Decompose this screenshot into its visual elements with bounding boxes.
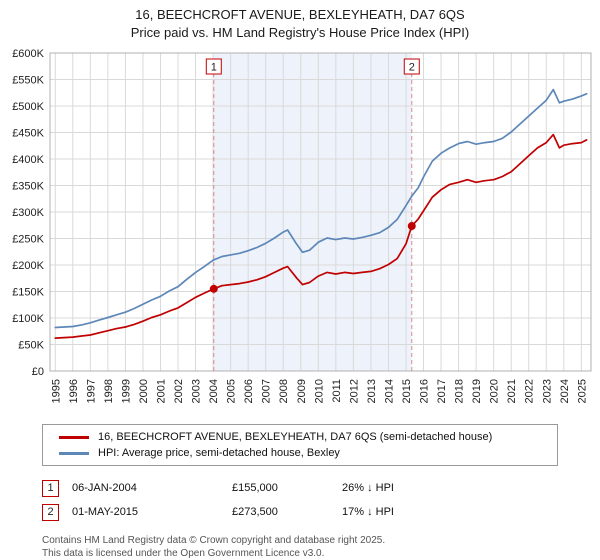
sale-1-marker: 1	[42, 479, 59, 497]
svg-text:£500K: £500K	[12, 101, 44, 113]
svg-text:£100K: £100K	[12, 313, 44, 325]
svg-text:2013: 2013	[366, 379, 378, 403]
legend-item-property: 16, BEECHCROFT AVENUE, BEXLEYHEATH, DA7 …	[51, 429, 549, 445]
legend-label-hpi: HPI: Average price, semi-detached house,…	[98, 447, 340, 460]
svg-text:£50K: £50K	[18, 340, 44, 352]
svg-text:2007: 2007	[261, 379, 273, 403]
svg-text:£450K: £450K	[12, 128, 44, 140]
svg-text:2004: 2004	[208, 379, 220, 403]
chart-header: 16, BEECHCROFT AVENUE, BEXLEYHEATH, DA7 …	[0, 0, 600, 41]
svg-text:1996: 1996	[68, 379, 80, 403]
sale-2-date: 01-MAY-2015	[72, 506, 139, 519]
svg-text:2008: 2008	[278, 379, 290, 403]
svg-text:2: 2	[409, 62, 415, 74]
svg-text:2020: 2020	[489, 379, 501, 403]
page-subtitle: Price paid vs. HM Land Registry's House …	[130, 24, 470, 40]
svg-text:£300K: £300K	[12, 207, 44, 219]
sale-flag-2	[403, 58, 420, 75]
svg-text:2006: 2006	[243, 379, 255, 403]
sales-table: 1 06-JAN-2004 £155,000 26% ↓ HPI 2 01-MA…	[42, 476, 600, 524]
footer-line-2: This data is licensed under the Open Gov…	[42, 548, 325, 560]
page-title: 16, BEECHCROFT AVENUE, BEXLEYHEATH, DA7 …	[135, 7, 465, 22]
svg-text:2025: 2025	[576, 379, 588, 403]
svg-text:2005: 2005	[226, 379, 238, 403]
sale-2-price: £273,500	[232, 506, 278, 519]
sale-2-hpi-diff: 17% ↓ HPI	[342, 506, 394, 519]
svg-text:1995: 1995	[50, 379, 62, 403]
svg-text:2012: 2012	[348, 379, 360, 403]
svg-text:1: 1	[211, 62, 217, 74]
svg-text:2018: 2018	[454, 379, 466, 403]
svg-text:2016: 2016	[419, 379, 431, 403]
svg-text:£550K: £550K	[12, 75, 44, 87]
sale-flag-1	[205, 58, 222, 75]
svg-text:1997: 1997	[85, 379, 97, 403]
footer-line-1: Contains HM Land Registry data © Crown c…	[42, 535, 386, 547]
svg-text:2000: 2000	[138, 379, 150, 403]
svg-text:2022: 2022	[524, 379, 536, 403]
svg-text:2001: 2001	[155, 379, 167, 403]
svg-text:£200K: £200K	[12, 260, 44, 272]
svg-text:2023: 2023	[541, 379, 553, 403]
svg-text:2010: 2010	[313, 379, 325, 403]
svg-text:1998: 1998	[103, 379, 115, 403]
svg-text:2024: 2024	[559, 379, 571, 403]
sale-point-2	[407, 222, 416, 231]
svg-text:2011: 2011	[331, 379, 343, 403]
svg-text:1999: 1999	[120, 379, 132, 403]
sale-row-1: 1 06-JAN-2004 £155,000 26% ↓ HPI	[42, 476, 600, 500]
license-footer: Contains HM Land Registry data © Crown c…	[42, 534, 600, 560]
sale-2-marker: 2	[42, 503, 59, 521]
hpi-series	[54, 88, 588, 329]
sale-1-hpi-diff: 26% ↓ HPI	[342, 482, 394, 495]
svg-text:£400K: £400K	[12, 154, 44, 166]
svg-text:£0: £0	[32, 366, 44, 378]
svg-text:2019: 2019	[471, 379, 483, 403]
sale-1-price: £155,000	[232, 482, 278, 495]
legend-label-property: 16, BEECHCROFT AVENUE, BEXLEYHEATH, DA7 …	[98, 431, 493, 444]
property-price-series	[54, 133, 588, 340]
svg-text:£600K: £600K	[12, 48, 44, 60]
svg-text:2002: 2002	[173, 379, 185, 403]
svg-text:2015: 2015	[401, 379, 413, 403]
svg-text:£150K: £150K	[12, 287, 44, 299]
sale-row-2: 2 01-MAY-2015 £273,500 17% ↓ HPI	[42, 500, 600, 524]
svg-text:£250K: £250K	[12, 234, 44, 246]
chart-legend: 16, BEECHCROFT AVENUE, BEXLEYHEATH, DA7 …	[42, 424, 558, 467]
legend-item-hpi: HPI: Average price, semi-detached house,…	[51, 445, 549, 461]
svg-text:2021: 2021	[506, 379, 518, 403]
sale-point-1	[209, 284, 218, 293]
svg-text:2017: 2017	[436, 379, 448, 403]
svg-text:£350K: £350K	[12, 181, 44, 193]
svg-text:2014: 2014	[383, 379, 395, 403]
price-chart: £0 £50K £100K £150K £200K £250K £300K £350K £400…	[12, 48, 592, 404]
sale-1-date: 06-JAN-2004	[72, 482, 137, 495]
svg-text:2003: 2003	[191, 379, 203, 403]
hpi-line-swatch	[59, 451, 89, 455]
svg-text:2009: 2009	[296, 379, 308, 403]
property-line-swatch	[59, 435, 89, 439]
